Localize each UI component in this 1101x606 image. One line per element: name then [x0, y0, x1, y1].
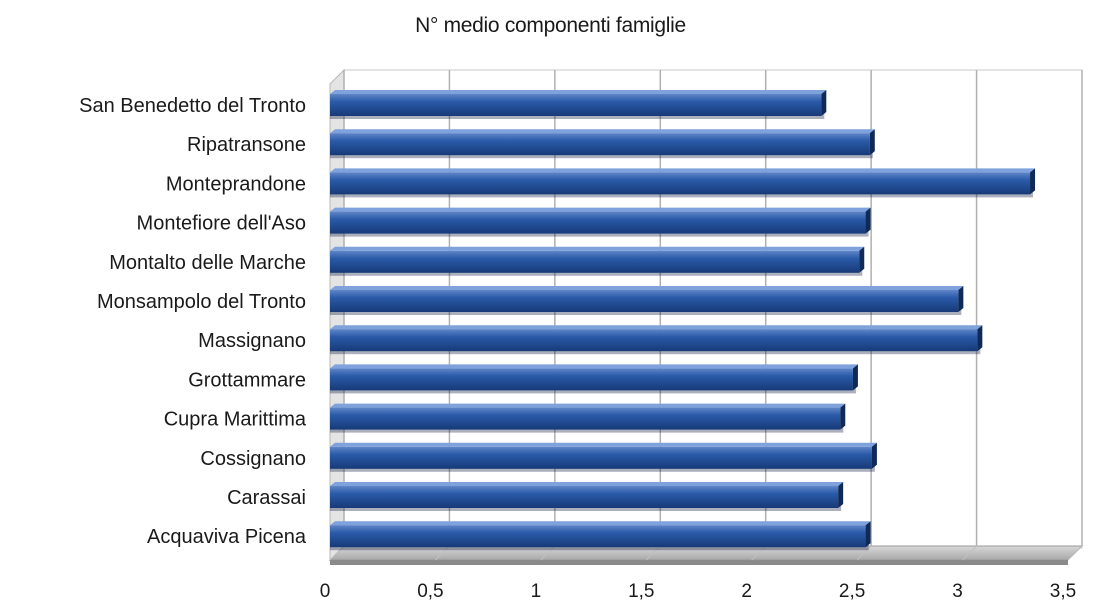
bar-face — [330, 525, 866, 548]
bar-top-face — [330, 364, 858, 369]
bar-top-face — [330, 246, 865, 251]
x-tick-labels: 0 0,5 1 1,5 2 2,5 3 3,5 — [320, 581, 1077, 602]
category-labels: San Benedetto del Tronto Ripatransone Mont… — [79, 95, 307, 548]
bar — [330, 286, 964, 315]
bar — [330, 207, 871, 237]
bar — [330, 403, 846, 433]
category-label: Massignano — [198, 330, 306, 352]
bar — [330, 482, 844, 511]
bar-top-face — [330, 442, 877, 447]
bar — [330, 168, 1036, 198]
x-tick-label: 0,5 — [417, 581, 443, 602]
grid-floor-line — [856, 545, 872, 561]
x-tick-label: 1,5 — [628, 581, 654, 602]
x-tick-label: 2 — [741, 581, 752, 602]
category-label: Cossignano — [200, 448, 306, 470]
bar-face — [330, 94, 822, 116]
bar-top-face — [330, 286, 964, 290]
bar — [330, 521, 871, 551]
bar — [330, 129, 875, 159]
bar-end-cap — [977, 325, 983, 352]
bar-end-cap — [859, 246, 865, 273]
bar — [330, 246, 865, 276]
grid-floor-line — [1067, 545, 1083, 561]
chart-title: N° medio componenti famiglie — [415, 14, 686, 37]
x-tick-label: 3 — [952, 581, 963, 602]
category-label: San Benedetto del Tronto — [79, 95, 306, 117]
bar-end-cap — [838, 482, 844, 508]
bar — [330, 442, 877, 472]
bar-face — [330, 407, 841, 430]
grid-floor-line — [540, 545, 556, 561]
bar-top-face — [330, 168, 1036, 173]
floor-edge — [330, 560, 1068, 565]
x-tick-label: 3,5 — [1050, 581, 1076, 602]
bar-end-cap — [840, 403, 846, 430]
category-label: Ripatransone — [187, 134, 306, 156]
grid-floor-line — [329, 545, 345, 561]
category-label: Montalto delle Marche — [109, 252, 306, 274]
bar-face — [330, 486, 839, 508]
category-label: Grottammare — [188, 369, 306, 391]
category-label: Montefiore dell'Aso — [137, 213, 306, 235]
bar — [330, 364, 858, 394]
bar-top-face — [330, 482, 844, 486]
bar-top-face — [330, 207, 871, 212]
category-label: Carassai — [227, 487, 306, 509]
bar-face — [330, 329, 978, 352]
bar-end-cap — [865, 521, 871, 548]
bar-end-cap — [1030, 168, 1036, 195]
bar-face — [330, 368, 853, 391]
bar-face — [330, 133, 870, 156]
bar-face — [330, 250, 860, 273]
category-label: Monteprandone — [166, 173, 306, 195]
bar — [330, 325, 983, 355]
bar-face — [330, 211, 866, 234]
x-tick-label: 2,5 — [839, 581, 865, 602]
bar-top-face — [330, 521, 871, 526]
bar-end-cap — [958, 286, 964, 312]
bar — [330, 90, 827, 119]
bar-top-face — [330, 129, 875, 134]
bar-end-cap — [871, 442, 877, 469]
bar-top-face — [330, 325, 983, 330]
grid-floor-line — [645, 545, 661, 561]
bars — [330, 90, 1036, 551]
grid-floor-line — [962, 545, 977, 561]
bar-face — [330, 446, 872, 469]
bar-face — [330, 290, 959, 312]
bar-end-cap — [852, 364, 858, 391]
bar-face — [330, 172, 1031, 195]
category-label: Monsampolo del Tronto — [97, 291, 306, 313]
bar-end-cap — [821, 90, 827, 116]
bar-end-cap — [865, 207, 871, 234]
grid-floor-line — [435, 545, 450, 561]
bar-top-face — [330, 90, 827, 94]
bar-end-cap — [869, 129, 875, 156]
category-label: Cupra Marittima — [164, 409, 307, 431]
x-tick-label: 1 — [531, 581, 542, 602]
category-label: Acquaviva Picena — [147, 526, 307, 548]
x-tick-label: 0 — [320, 581, 331, 602]
bar-top-face — [330, 403, 846, 408]
grid-floor-line — [751, 545, 767, 561]
